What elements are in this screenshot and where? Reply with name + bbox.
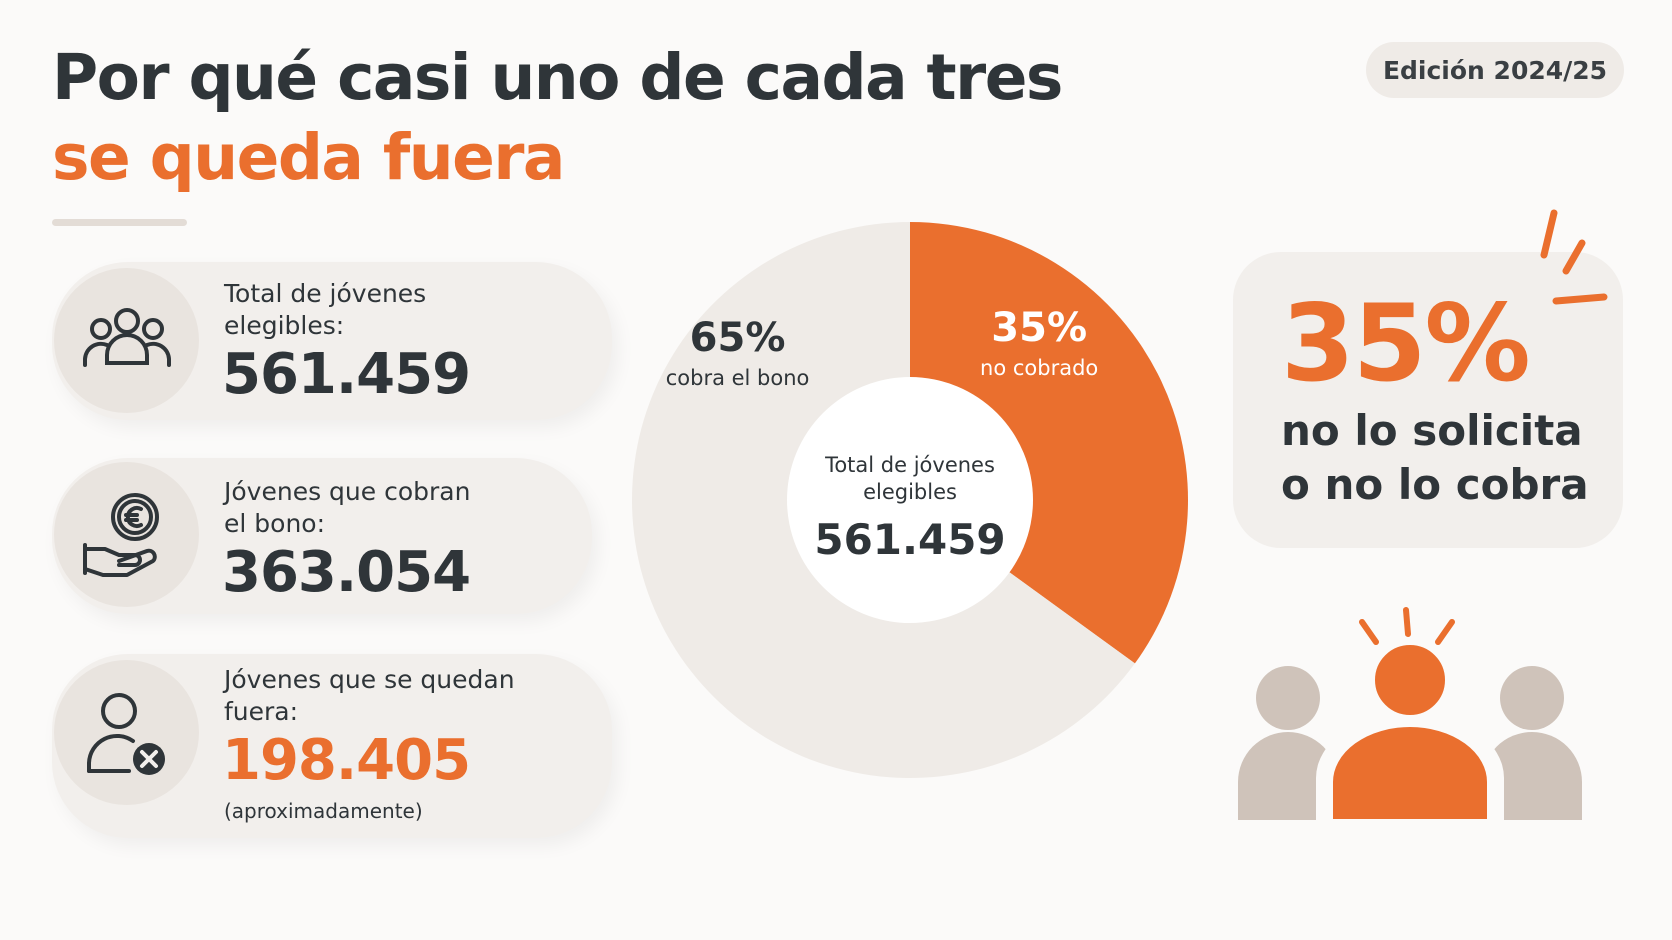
title-line-1: Por qué casi uno de cada tres xyxy=(52,41,1063,114)
callout-card: 35% no lo solicita o no lo cobra xyxy=(1233,252,1623,548)
center-label-2: elegibles xyxy=(863,480,957,504)
slice-percent-label-0: 35% xyxy=(991,305,1087,351)
page-title: Por qué casi uno de cada tres se queda f… xyxy=(52,38,1063,198)
stat-note: (aproximadamente) xyxy=(224,799,423,823)
stat-label: Jóvenes que cobran el bono: xyxy=(224,477,471,538)
stat-card-excluded: Jóvenes que se quedan fuera: 198.405 (ap… xyxy=(52,654,612,838)
slice-category-label-1: cobra el bono xyxy=(666,366,810,390)
slice-category-label-0: no cobrado xyxy=(980,356,1098,380)
callout-text: no lo solicita o no lo cobra xyxy=(1281,406,1589,509)
people-group-icon xyxy=(54,268,199,413)
donut-hole xyxy=(787,377,1033,623)
edition-badge: Edición 2024/25 xyxy=(1366,42,1624,98)
stat-value: 198.405 xyxy=(222,728,471,793)
stat-value: 363.054 xyxy=(222,540,471,605)
stat-card-total: Total de jóvenes elegibles: 561.459 xyxy=(52,262,612,420)
stat-label: Jóvenes que se quedan fuera: xyxy=(224,665,515,726)
center-value: 561.459 xyxy=(814,515,1005,564)
slice-percent-label-1: 65% xyxy=(690,315,786,361)
stat-label: Total de jóvenes elegibles: xyxy=(224,279,427,340)
user-x-icon xyxy=(54,660,199,805)
euro-hand-icon xyxy=(54,462,199,607)
title-line-2: se queda fuera xyxy=(52,121,565,194)
stat-card-paid: Jóvenes que cobran el bono: 363.054 xyxy=(52,458,592,614)
emphasis-rays-icon xyxy=(1540,209,1608,305)
donut-slice-0 xyxy=(910,222,1188,664)
callout-percent: 35% xyxy=(1281,282,1531,405)
donut-chart: Total de jóvenes elegibles 561.459 35% no… xyxy=(632,222,1188,778)
title-divider xyxy=(52,219,187,226)
center-label-1: Total de jóvenes xyxy=(824,453,995,477)
stat-value: 561.459 xyxy=(222,342,471,407)
people-highlight-icon xyxy=(1238,607,1582,825)
